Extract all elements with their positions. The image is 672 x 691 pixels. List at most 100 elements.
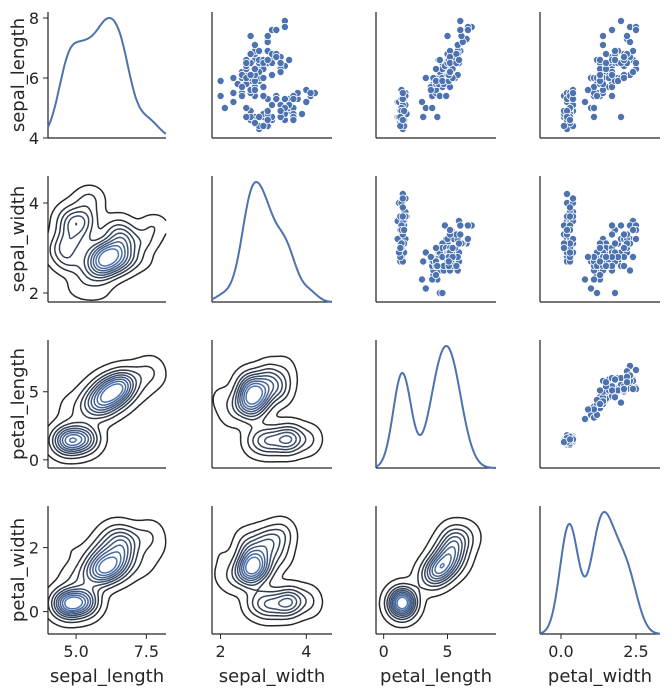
scatter-point-139: [620, 261, 629, 270]
scatter-point-131: [438, 288, 447, 297]
scatter-point-149: [611, 375, 620, 384]
scatter-point-144: [456, 230, 465, 239]
scatter-point-36: [297, 110, 306, 119]
scatter-point-91: [431, 270, 440, 279]
scatter-point-99: [596, 399, 605, 408]
scatter-point-94: [250, 86, 259, 95]
scatter-point-61: [419, 257, 428, 266]
contour-level-5: [389, 535, 463, 617]
scatter-point-80: [242, 104, 251, 113]
contour-level-5: [56, 374, 134, 453]
kde-curve-petal_width: [539, 511, 661, 635]
scatter-point-145: [620, 53, 629, 62]
scatter-point-66: [229, 74, 238, 83]
x-tick-label-sepal_width: 2: [215, 642, 225, 661]
scatter-point-148: [445, 68, 454, 77]
x-tick-label-petal_width: 2.5: [623, 642, 648, 661]
scatter-point-149: [611, 56, 620, 65]
contour-level-2: [48, 365, 155, 460]
x-tick-label-sepal_length: 5.0: [63, 642, 88, 661]
scatter-point-97: [608, 221, 617, 230]
contour-level-5: [67, 215, 132, 276]
scatter-point-147: [602, 261, 611, 270]
contour-level-6: [391, 540, 460, 615]
scatter-point-148: [629, 384, 638, 393]
contour-level-9: [245, 385, 264, 405]
scatter-point-142: [596, 71, 605, 80]
scatter-point-147: [602, 378, 611, 387]
scatter-point-148: [629, 68, 638, 77]
y-axis-label-petal_length: petal_length: [8, 348, 29, 460]
panel-petal_length-vs-petal_width: [539, 340, 660, 469]
scatter-point-93: [602, 50, 611, 59]
scatter-point-61: [419, 113, 428, 122]
scatter-point-122: [617, 113, 626, 122]
scatter-point-102: [608, 92, 617, 101]
scatter-point-98: [246, 32, 255, 41]
panel-sepal_width-vs-petal_width: [539, 176, 660, 303]
scatter-point-49: [398, 116, 407, 125]
scatter-point-49: [566, 212, 575, 221]
scatter-point-128: [255, 47, 264, 56]
scatter-point-143: [463, 234, 472, 243]
y-tick-label-sepal_length: 8: [29, 9, 39, 28]
scatter-point-141: [602, 252, 611, 261]
contour-level-7: [240, 549, 266, 580]
scatter-point-79: [417, 98, 426, 107]
contour-level-8: [242, 553, 264, 577]
scatter-point-49: [566, 116, 575, 125]
scatter-point-102: [442, 92, 451, 101]
contour-level-4: [53, 531, 136, 619]
scatter-point-145: [620, 230, 629, 239]
scatter-point-79: [581, 275, 590, 284]
contour-level-4: [54, 371, 138, 455]
panel-sepal_length-vs-sepal_width: [211, 12, 332, 139]
contour-level-9: [68, 383, 124, 444]
scatter-point-142: [596, 257, 605, 266]
y-tick-label-petal_length: 5: [29, 383, 39, 402]
y-tick-label-sepal_width: 4: [29, 194, 39, 213]
scatter-point-44: [306, 89, 315, 98]
contour-level-1: [47, 184, 167, 301]
scatter-point-142: [444, 257, 453, 266]
scatter-point-137: [259, 74, 268, 83]
scatter-point-122: [433, 261, 442, 270]
scatter-point-48: [259, 122, 268, 131]
scatter-point-143: [632, 234, 641, 243]
scatter-point-149: [454, 56, 463, 65]
contour-level-4: [234, 371, 302, 451]
scatter-point-121: [599, 41, 608, 50]
scatter-point-143: [463, 25, 472, 34]
contour-level-9: [97, 248, 120, 267]
scatter-point-36: [398, 203, 407, 212]
scatter-point-144: [608, 25, 617, 34]
scatter-point-71: [229, 89, 238, 98]
contour-level-7: [393, 546, 457, 613]
y-axis-label-petal_width: petal_width: [8, 518, 29, 622]
scatter-point-148: [629, 225, 638, 234]
scatter-point-120: [237, 83, 246, 92]
contour-level-1: [47, 516, 167, 629]
contour-level-7: [61, 378, 129, 449]
scatter-point-137: [448, 243, 457, 252]
scatter-point-138: [608, 386, 617, 395]
contour-level-2: [49, 193, 156, 287]
panel-sepal_length-vs-petal_width: [539, 12, 660, 139]
scatter-point-143: [632, 365, 641, 374]
scatter-point-147: [242, 59, 251, 68]
scatter-point-46: [400, 107, 409, 116]
scatter-point-73: [435, 56, 444, 65]
y-tick-label-petal_length: 0: [29, 451, 39, 470]
scatter-point-49: [289, 116, 298, 125]
contour-level-4: [58, 210, 136, 279]
scatter-point-94: [584, 86, 593, 95]
scatter-point-122: [433, 113, 442, 122]
contour-level-2: [47, 523, 154, 624]
scatter-point-41: [263, 107, 272, 116]
scatter-point-95: [596, 243, 605, 252]
